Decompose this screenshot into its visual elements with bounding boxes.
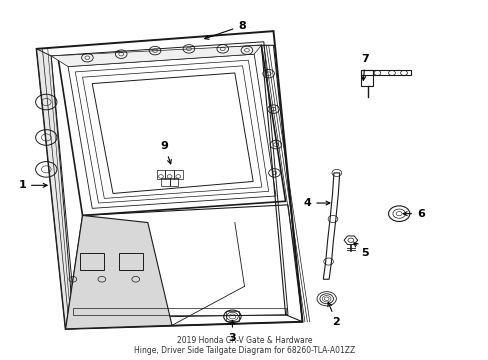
Text: 7: 7 (361, 54, 368, 80)
Text: 6: 6 (403, 209, 424, 219)
Text: 1: 1 (18, 180, 47, 190)
Text: 8: 8 (204, 21, 245, 39)
Polygon shape (65, 215, 172, 329)
Text: 4: 4 (303, 198, 329, 208)
Text: 9: 9 (161, 141, 171, 164)
Text: 2: 2 (327, 302, 340, 327)
Text: 3: 3 (228, 320, 236, 343)
Text: 2019 Honda CR-V Gate & Hardware
Hinge, Driver Side Tailgate Diagram for 68260-TL: 2019 Honda CR-V Gate & Hardware Hinge, D… (134, 336, 354, 355)
Text: 5: 5 (353, 243, 368, 258)
Polygon shape (37, 49, 73, 329)
Polygon shape (51, 45, 261, 67)
